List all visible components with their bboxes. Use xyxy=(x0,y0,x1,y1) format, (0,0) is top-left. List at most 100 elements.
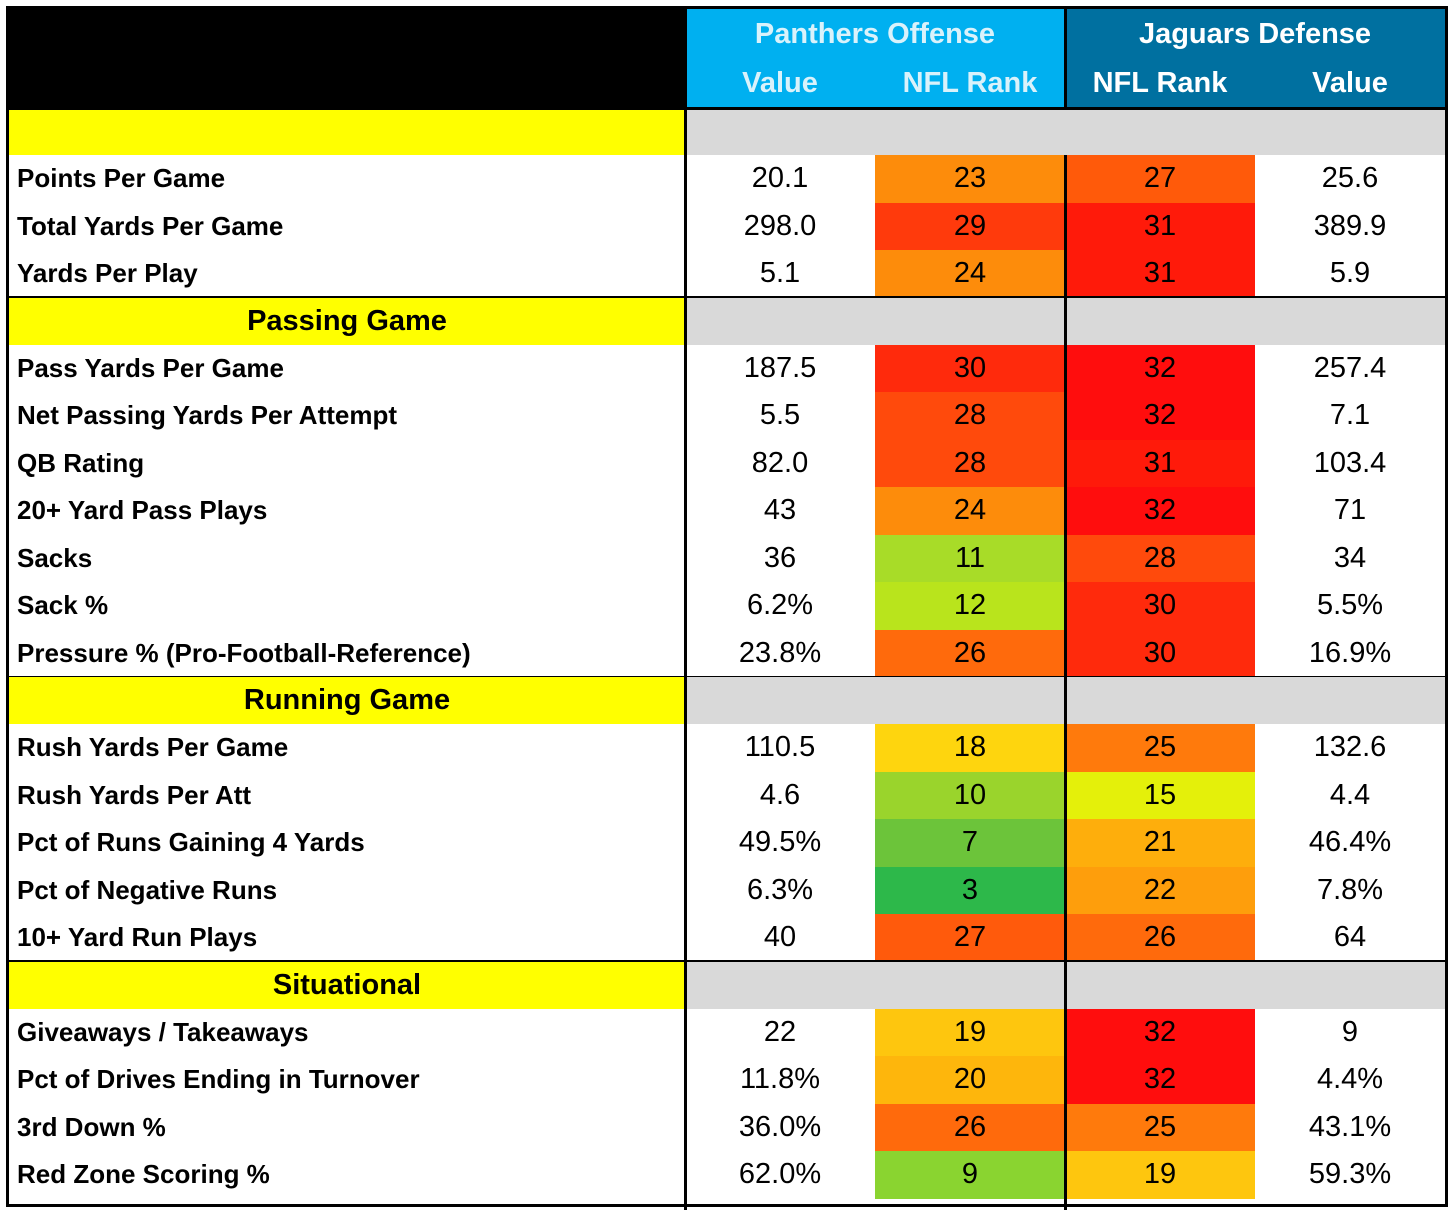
offense-rank: 10 xyxy=(875,771,1065,819)
row-label: Net Passing Yards Per Attempt xyxy=(17,400,398,430)
defense-value: 4.4% xyxy=(1316,1063,1384,1095)
defense-rank: 30 xyxy=(1065,582,1255,630)
offense-rank: 28 xyxy=(875,392,1065,440)
offense-value: 6.2% xyxy=(746,589,814,621)
offense-value: 49.5% xyxy=(738,826,822,858)
offense-rank: 9 xyxy=(875,1151,1065,1199)
row-label: Rush Yards Per Game xyxy=(17,732,289,762)
offense-value: 298.0 xyxy=(743,209,817,242)
defense-rank: 28 xyxy=(1065,534,1255,582)
section-gray-band xyxy=(685,108,1445,155)
row-label: Pct of Runs Gaining 4 Yards xyxy=(17,827,365,857)
row-label: QB Rating xyxy=(17,447,145,478)
row-label: Pass Yards Per Game xyxy=(17,352,284,383)
defense-value: 34 xyxy=(1333,541,1367,574)
defense-rank: 25 xyxy=(1065,724,1255,772)
defense-rank: 31 xyxy=(1065,439,1255,487)
row-label: 20+ Yard Pass Plays xyxy=(17,495,268,525)
defense-rank: 31 xyxy=(1065,250,1255,298)
defense-value: 16.9% xyxy=(1308,636,1392,669)
offense-value: 23.8% xyxy=(738,636,822,669)
defense-value: 7.8% xyxy=(1316,873,1384,906)
row-label: Pressure % (Pro-Football-Reference) xyxy=(17,637,471,668)
defense-value: 4.4 xyxy=(1329,778,1371,811)
offense-value: 22 xyxy=(763,1015,797,1048)
defense-value: 389.9 xyxy=(1313,209,1387,242)
offense-rank: 7 xyxy=(875,819,1065,867)
defense-value: 43.1% xyxy=(1308,1110,1392,1143)
section-title xyxy=(9,108,685,155)
row-label: Total Yards Per Game xyxy=(17,210,284,241)
offense-value: 62.0% xyxy=(738,1158,822,1190)
offense-value: 6.3% xyxy=(746,873,814,906)
defense-rank: 15 xyxy=(1065,771,1255,819)
section-divider xyxy=(9,106,1445,110)
offense-rank: 3 xyxy=(875,866,1065,914)
defense-value: 25.6 xyxy=(1321,162,1379,194)
section-title: Passing Game xyxy=(9,297,685,345)
offense-rank: 28 xyxy=(875,439,1065,487)
stats-comparison-table: Panthers Offense Value NFL Rank Jaguars … xyxy=(6,6,1448,1210)
offense-value: 110.5 xyxy=(744,731,816,763)
defense-value: 59.3% xyxy=(1308,1158,1392,1190)
offense-rank: 11 xyxy=(875,534,1065,582)
defense-value: 5.5% xyxy=(1316,589,1384,621)
offense-value: 5.1 xyxy=(759,257,801,289)
row-label: Pct of Drives Ending in Turnover xyxy=(17,1064,420,1094)
header-blank xyxy=(9,9,685,108)
row-label: Pct of Negative Runs xyxy=(17,874,278,905)
offense-rank: 20 xyxy=(875,1056,1065,1104)
defense-value: 5.9 xyxy=(1329,257,1371,289)
section-title: Running Game xyxy=(9,677,685,724)
offense-rank: 26 xyxy=(875,629,1065,677)
row-label: Points Per Game xyxy=(17,163,226,193)
defense-rank: 25 xyxy=(1065,1103,1255,1151)
team-divider xyxy=(1063,155,1067,1210)
offense-value: 82.0 xyxy=(751,446,809,479)
defense-value: 9 xyxy=(1341,1015,1359,1048)
defense-rank: 21 xyxy=(1065,819,1255,867)
defense-title: Jaguars Defense xyxy=(1138,18,1372,50)
offense-rank: 19 xyxy=(875,1008,1065,1056)
offense-rank: 29 xyxy=(875,202,1065,250)
defense-value: 257.4 xyxy=(1313,351,1387,384)
row-label: 10+ Yard Run Plays xyxy=(17,922,258,952)
defense-rank: 26 xyxy=(1065,914,1255,962)
defense-col-rank: NFL Rank xyxy=(1092,67,1228,99)
offense-rank: 18 xyxy=(875,724,1065,772)
defense-value: 132.6 xyxy=(1313,731,1387,763)
offense-header: Panthers Offense Value NFL Rank xyxy=(685,9,1065,108)
label-divider xyxy=(683,9,687,1210)
offense-col-value: Value xyxy=(742,67,818,99)
offense-value: 36.0% xyxy=(738,1110,822,1143)
defense-rank: 32 xyxy=(1065,344,1255,392)
offense-rank: 26 xyxy=(875,1103,1065,1151)
defense-rank: 31 xyxy=(1065,202,1255,250)
row-label: Sacks xyxy=(17,542,93,573)
defense-rank: 32 xyxy=(1065,1056,1255,1104)
offense-rank: 23 xyxy=(875,155,1065,203)
offense-value: 36 xyxy=(763,541,797,574)
defense-value: 103.4 xyxy=(1313,446,1387,479)
offense-value: 40 xyxy=(763,921,797,953)
offense-value: 11.8% xyxy=(739,1063,821,1095)
row-label: Red Zone Scoring % xyxy=(17,1159,270,1189)
offense-value: 20.1 xyxy=(751,162,809,194)
defense-rank: 27 xyxy=(1065,155,1255,203)
row-label: Yards Per Play xyxy=(17,258,198,288)
offense-value: 43 xyxy=(763,494,797,526)
offense-rank: 27 xyxy=(875,914,1065,962)
header-divider xyxy=(1063,9,1067,108)
row-label: 3rd Down % xyxy=(17,1111,166,1142)
defense-value: 46.4% xyxy=(1308,826,1392,858)
offense-rank: 30 xyxy=(875,344,1065,392)
defense-rank: 32 xyxy=(1065,392,1255,440)
offense-value: 5.5 xyxy=(759,399,801,431)
row-label: Giveaways / Takeaways xyxy=(17,1016,309,1047)
offense-value: 187.5 xyxy=(743,351,817,384)
offense-rank: 24 xyxy=(875,250,1065,298)
defense-value: 7.1 xyxy=(1329,399,1371,431)
defense-rank: 22 xyxy=(1065,866,1255,914)
offense-col-rank: NFL Rank xyxy=(902,67,1038,99)
defense-value: 64 xyxy=(1333,921,1367,953)
